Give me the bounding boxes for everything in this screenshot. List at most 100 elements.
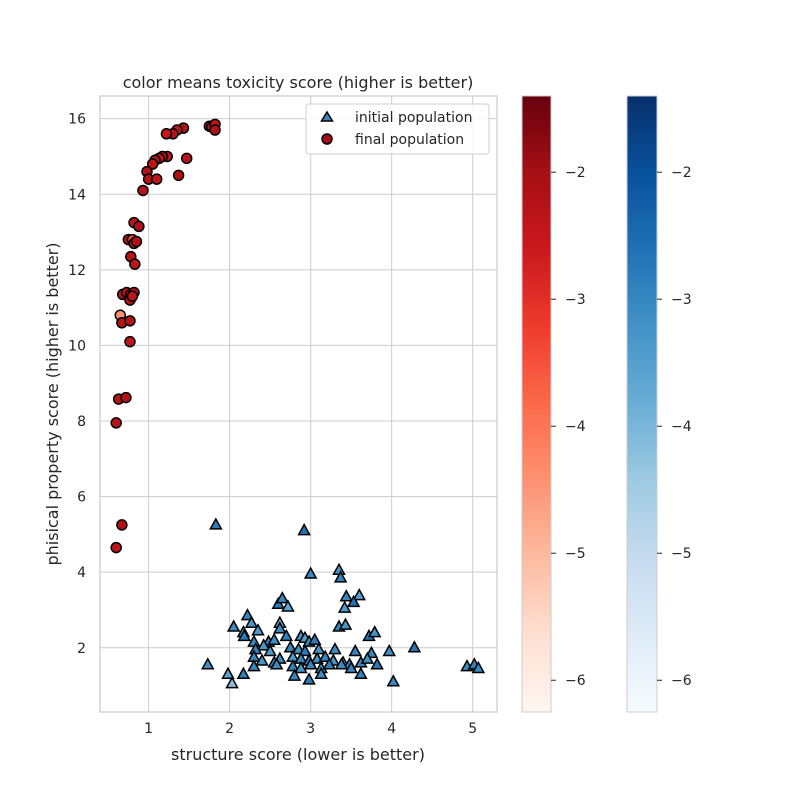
colorbar-tick-label: −5 xyxy=(565,546,586,562)
initial-population-point xyxy=(367,625,382,638)
initial-population-point xyxy=(255,653,269,666)
legend-initial-label: initial population xyxy=(355,110,472,126)
y-tick-label: 16 xyxy=(68,112,86,128)
initial-population-point xyxy=(236,666,251,679)
initial-population-point xyxy=(237,628,251,642)
initial-population-point xyxy=(333,570,348,583)
y-tick-label: 6 xyxy=(77,490,86,506)
y-tick-label: 12 xyxy=(68,263,86,279)
initial-population-point xyxy=(303,657,318,670)
data-points xyxy=(110,118,486,689)
initial-population-point xyxy=(283,640,298,653)
initial-population-point xyxy=(302,672,316,685)
final-population-point xyxy=(124,315,136,327)
initial-population-point xyxy=(275,591,290,604)
initial-population-point xyxy=(256,638,271,651)
final-population-point xyxy=(116,519,128,531)
final-population-point xyxy=(129,258,141,270)
final-population-point xyxy=(110,417,122,429)
initial-population-point xyxy=(314,666,328,679)
final-population-point xyxy=(150,173,163,185)
colorbar-tick-label: −2 xyxy=(565,165,586,181)
final-population-point xyxy=(133,220,145,233)
y-axis-label: phisical property score (higher is bette… xyxy=(43,242,62,565)
initial-population-point xyxy=(286,659,300,672)
final-population-point xyxy=(137,184,149,197)
initial-population-point xyxy=(273,621,287,634)
colorbar-blues-ticks: −2 −3 −4 −5 −6 xyxy=(657,165,692,689)
colorbar-blues xyxy=(626,95,658,713)
final-population-point xyxy=(126,290,139,303)
initial-population-point xyxy=(332,562,346,576)
initial-population-point xyxy=(209,517,223,530)
initial-population-point xyxy=(307,632,322,645)
initial-population-point xyxy=(328,642,342,655)
initial-population-point xyxy=(287,668,302,681)
colorbar-reds xyxy=(521,95,552,713)
initial-population-point xyxy=(240,608,255,621)
initial-population-point xyxy=(370,657,384,670)
y-tick-label: 14 xyxy=(68,187,86,203)
x-axis-label: structure score (lower is better) xyxy=(171,745,425,764)
initial-population-point xyxy=(334,657,349,670)
final-population-point xyxy=(124,335,136,348)
initial-population-point xyxy=(471,660,486,674)
initial-population-point xyxy=(225,676,239,689)
initial-population-point xyxy=(269,657,284,670)
final-population-point xyxy=(209,124,221,136)
x-tick-label: 3 xyxy=(306,721,315,737)
initial-population-point xyxy=(346,594,361,608)
colorbar-tick-label: −4 xyxy=(671,419,692,435)
initial-population-point xyxy=(407,640,422,653)
colorbar-tick-label: −6 xyxy=(671,673,692,689)
initial-population-point xyxy=(311,642,326,655)
legend: initial population final population xyxy=(305,103,490,155)
final-population-point xyxy=(172,169,185,182)
colorbar-tick-label: −6 xyxy=(565,673,586,689)
initial-population-point xyxy=(354,666,368,679)
colorbar-tick-label: −5 xyxy=(671,546,692,562)
initial-population-point xyxy=(244,615,259,628)
x-tick-label: 5 xyxy=(468,721,477,737)
final-population-point xyxy=(146,158,159,170)
legend-circle-marker xyxy=(321,133,333,145)
legend-triangle-marker xyxy=(320,110,334,122)
colorbar-tick-label: −3 xyxy=(671,292,692,308)
final-population-point xyxy=(110,541,122,554)
initial-population-point xyxy=(337,600,352,613)
initial-population-point xyxy=(303,566,318,579)
final-population-point xyxy=(120,391,132,404)
initial-population-point xyxy=(297,523,311,536)
initial-population-point xyxy=(322,657,337,670)
legend-box xyxy=(305,103,490,155)
x-tick-label: 1 xyxy=(144,721,153,737)
initial-population-point xyxy=(279,628,294,642)
colorbar-tick-label: −4 xyxy=(565,419,586,435)
y-tick-label: 4 xyxy=(77,565,86,581)
initial-population-point xyxy=(247,659,261,672)
initial-population-point xyxy=(339,589,354,602)
y-tick-label: 10 xyxy=(68,338,86,354)
x-axis-ticks: 1 2 3 4 5 xyxy=(144,721,477,737)
initial-population-point xyxy=(344,660,358,674)
initial-population-point xyxy=(338,617,353,630)
initial-population-point xyxy=(382,643,397,657)
final-population-point xyxy=(180,152,193,165)
final-population-point xyxy=(130,235,143,248)
final-population-point xyxy=(160,128,173,140)
colorbar-tick-label: −2 xyxy=(671,165,692,181)
initial-population-point xyxy=(318,649,333,662)
initial-population-point xyxy=(386,674,401,687)
colorbar-reds-ticks: −2 −3 −4 −5 −6 xyxy=(551,165,586,689)
y-tick-label: 2 xyxy=(77,641,86,657)
initial-population-point xyxy=(226,619,241,632)
initial-population-point xyxy=(294,660,308,674)
initial-population-point xyxy=(267,632,281,645)
initial-population-point xyxy=(298,643,312,657)
initial-population-point xyxy=(352,588,367,601)
initial-population-point xyxy=(348,643,362,657)
colorbar-tick-label: −3 xyxy=(565,292,586,308)
initial-population-point xyxy=(281,599,295,612)
y-tick-label: 8 xyxy=(77,414,86,430)
